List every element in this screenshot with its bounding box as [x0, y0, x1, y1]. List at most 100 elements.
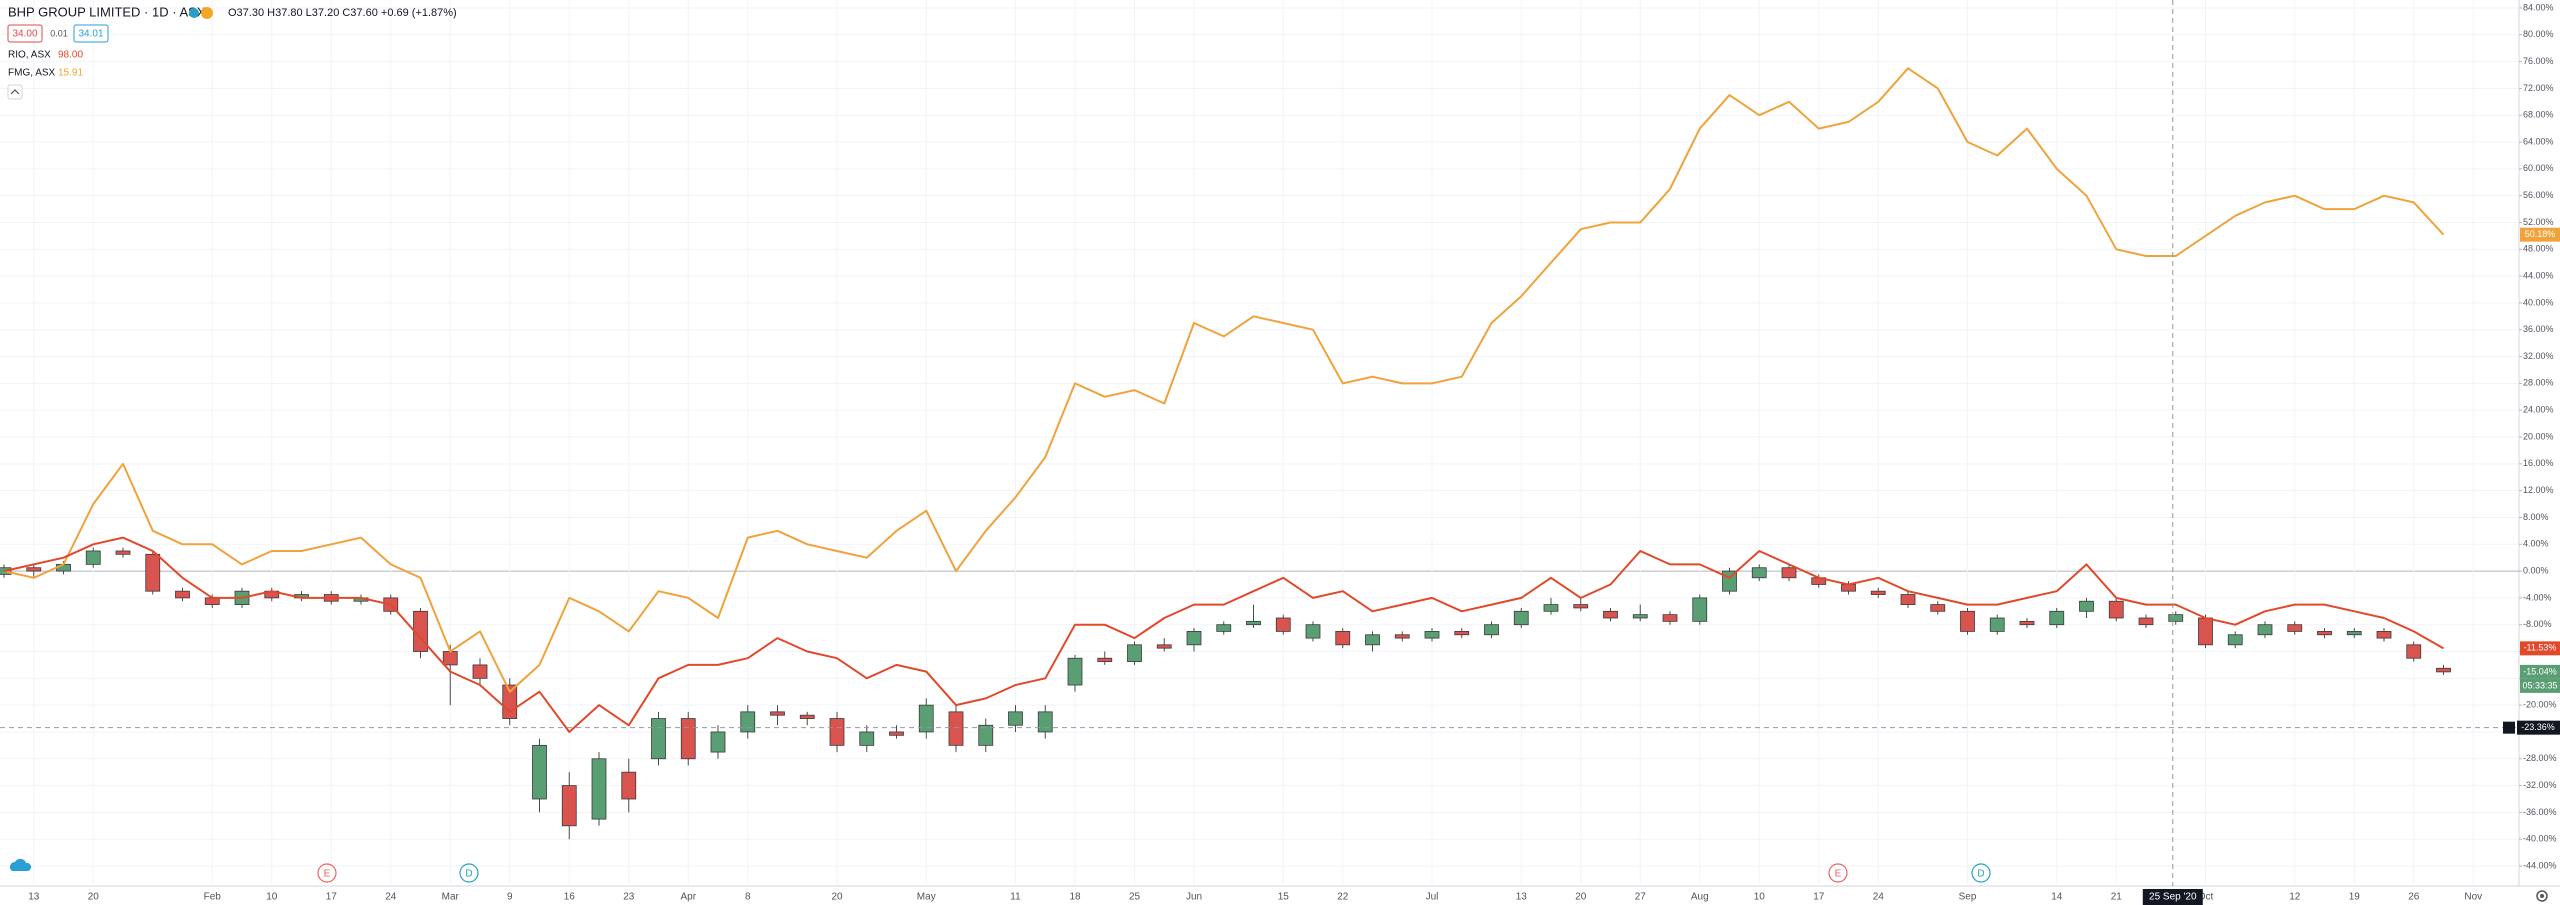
candle-body [1930, 604, 1946, 612]
candle-body [115, 550, 131, 555]
x-tick-label: 8 [745, 892, 751, 903]
price-badge [2520, 664, 2560, 679]
candle-body [2138, 617, 2154, 626]
x-tick-label: 20 [831, 892, 843, 903]
y-tick-label: 72.00% [2523, 83, 2554, 93]
y-tick-label: 20.00% [2523, 431, 2554, 441]
status-dot [189, 8, 199, 18]
x-tick-label: 22 [1337, 892, 1349, 903]
x-tick-label: 20 [1575, 892, 1587, 903]
event-label[interactable]: E [324, 869, 331, 880]
candle-body [2317, 631, 2332, 636]
y-tick-label: 76.00% [2523, 56, 2554, 66]
legend-name: RIO, ASX [8, 50, 51, 61]
candle-body [918, 704, 934, 733]
candle-body [2287, 624, 2303, 632]
x-tick-label: 17 [326, 892, 338, 903]
y-tick-label: -8.00% [2523, 619, 2552, 629]
candle-body [145, 553, 161, 592]
y-tick-label: -44.00% [2523, 860, 2557, 870]
settings-icon[interactable] [2536, 890, 2548, 902]
x-tick-label: 15 [1278, 892, 1290, 903]
event-marker[interactable] [459, 863, 479, 883]
candle-body [1335, 631, 1351, 646]
x-tick-label: 12 [2289, 892, 2301, 903]
candle-body [859, 731, 875, 746]
x-tick-label: 26 [2408, 892, 2420, 903]
candle-body [85, 550, 101, 565]
x-tick-label: 23 [623, 892, 635, 903]
candle-body [1186, 631, 1202, 646]
candle-body [1484, 624, 1499, 636]
crosshair-plus[interactable] [2503, 721, 2515, 734]
y-tick-label: 44.00% [2523, 270, 2554, 280]
x-tick-label: Feb [204, 892, 222, 903]
x-tick-label: Apr [680, 892, 696, 903]
event-label[interactable]: D [1977, 869, 1984, 880]
legend-name: FMG, ASX [8, 68, 56, 79]
y-tick-label: 16.00% [2523, 458, 2554, 468]
crosshair-date-label: 25 Sep '20 [2149, 892, 2197, 903]
candle-body [889, 731, 904, 736]
candle-body [2436, 667, 2451, 673]
candle-body [1008, 711, 1023, 726]
event-label[interactable]: D [465, 869, 472, 880]
candle-body [1632, 614, 1648, 619]
candle-body [2257, 624, 2273, 636]
candle-body [770, 711, 785, 716]
x-tick-label: 24 [1873, 892, 1885, 903]
y-tick-label: 40.00% [2523, 297, 2554, 307]
candle-body [442, 651, 458, 666]
y-tick-label: -36.00% [2523, 807, 2557, 817]
y-tick-label: 28.00% [2523, 378, 2554, 388]
candle-body [740, 711, 756, 733]
y-tick-label: 4.00% [2523, 539, 2549, 549]
x-tick-label: Nov [2464, 892, 2482, 903]
candle-body [1424, 631, 1440, 639]
candle-body [1156, 644, 1172, 649]
price-badge-label: 50.18% [2525, 229, 2556, 239]
y-tick-label: 80.00% [2523, 29, 2554, 39]
sell-price[interactable]: 34.00 [12, 29, 37, 40]
candle-body [1989, 617, 2005, 632]
candle-body [1781, 567, 1797, 579]
candle-body [1573, 604, 1589, 609]
candle-body [26, 567, 42, 572]
x-tick-label: 17 [1813, 892, 1825, 903]
cloud-icon[interactable] [10, 858, 32, 871]
crosshair-date-box [2142, 889, 2203, 905]
event-marker[interactable] [1828, 863, 1848, 883]
candle-body [2406, 644, 2422, 659]
candle-body [2019, 620, 2035, 626]
candle-body [1246, 620, 1261, 626]
x-tick-label: Oct [2198, 892, 2214, 903]
candle-body [175, 590, 190, 599]
buy-price[interactable]: 34.01 [78, 29, 103, 40]
candle-body [1870, 590, 1886, 595]
x-tick-label: 20 [88, 892, 100, 903]
collapse-button[interactable] [7, 84, 23, 100]
candle-body [1067, 657, 1083, 686]
candle-body [1275, 617, 1291, 632]
event-label[interactable]: E [1835, 869, 1842, 880]
candle-body [2079, 600, 2094, 612]
x-tick-label: Jul [1426, 892, 1439, 903]
candle-body [591, 758, 607, 820]
y-tick-label: 8.00% [2523, 512, 2549, 522]
candle-body [1365, 634, 1380, 646]
x-tick-label: 13 [28, 892, 40, 903]
event-marker[interactable] [1971, 863, 1991, 883]
y-tick-label: 52.00% [2523, 217, 2554, 227]
buy-button[interactable] [73, 24, 109, 43]
candle-body [2049, 610, 2065, 626]
y-tick-label: -40.00% [2523, 834, 2557, 844]
x-tick-label: 27 [1635, 892, 1647, 903]
event-marker[interactable] [317, 863, 337, 883]
sell-button[interactable] [7, 24, 43, 43]
y-tick-label: 0.00% [2523, 565, 2549, 575]
y-tick-label: -32.00% [2523, 780, 2557, 790]
candle-body [1127, 644, 1142, 662]
